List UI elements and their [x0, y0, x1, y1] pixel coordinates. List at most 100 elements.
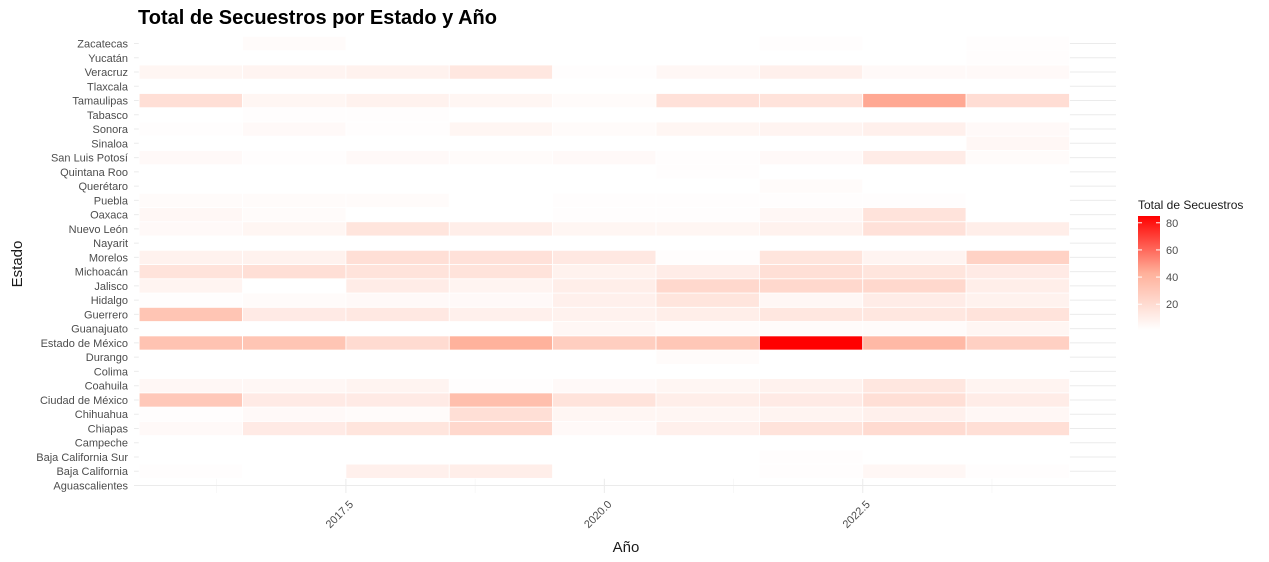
- heatmap-cell: [552, 64, 657, 80]
- heatmap-cell: [862, 420, 967, 436]
- heatmap-cell: [758, 192, 864, 208]
- heatmap-cell: [138, 164, 243, 180]
- heatmap-cell: [655, 50, 760, 66]
- heatmap-cell: [862, 249, 967, 265]
- heatmap-cell: [655, 192, 760, 208]
- heatmap-cell: [655, 235, 760, 251]
- heatmap-cell: [345, 164, 450, 180]
- heatmap-cell: [552, 150, 657, 166]
- heatmap-cell: [345, 463, 450, 479]
- heatmap-cell: [862, 278, 967, 294]
- x-tick-label: 2017.5: [324, 499, 356, 531]
- heatmap-cell: [758, 292, 864, 308]
- heatmap-cell: [448, 435, 554, 451]
- heatmap-cell: [242, 349, 347, 365]
- heatmap-cell: [552, 463, 657, 479]
- heatmap-cell: [138, 363, 243, 379]
- heatmap-cell: [552, 435, 657, 451]
- y-tick-label: Puebla: [94, 195, 129, 207]
- heatmap-cell: [862, 221, 967, 237]
- y-tick-label: Tabasco: [87, 110, 128, 122]
- heatmap-cell: [448, 64, 554, 80]
- heatmap-cell: [242, 64, 347, 80]
- heatmap-cell: [862, 335, 967, 351]
- heatmap-cell: [242, 406, 347, 422]
- heatmap-cell: [965, 249, 1070, 265]
- heatmap-cell: [758, 207, 864, 223]
- heatmap-cell: [965, 207, 1070, 223]
- y-tick-label: Aguascalientes: [53, 481, 128, 493]
- heatmap-cell: [758, 235, 864, 251]
- heatmap-cell: [448, 420, 554, 436]
- heatmap-cell: [655, 221, 760, 237]
- heatmap-cell: [448, 392, 554, 408]
- heatmap-cell: [345, 264, 450, 280]
- heatmap-cell: [448, 249, 554, 265]
- heatmap-cell: [862, 93, 967, 109]
- heatmap-cell: [758, 221, 864, 237]
- heatmap-cell: [138, 107, 243, 123]
- heatmap-cell: [862, 178, 967, 194]
- heatmap-cell: [758, 392, 864, 408]
- heatmap-cell: [448, 178, 554, 194]
- heatmap-cell: [448, 463, 554, 479]
- heatmap-cell: [758, 121, 864, 137]
- heatmap-cell: [448, 50, 554, 66]
- heatmap-cell: [655, 93, 760, 109]
- heatmap-cell: [242, 435, 347, 451]
- y-tick-label: Jalisco: [94, 281, 128, 293]
- heatmap-cell: [655, 349, 760, 365]
- heatmap-cell: [965, 150, 1070, 166]
- y-tick-label: Coahuila: [85, 381, 129, 393]
- heatmap-cell: [758, 321, 864, 337]
- y-tick-label: Sinaloa: [91, 138, 129, 150]
- heatmap-cell: [345, 292, 450, 308]
- heatmap-cell: [448, 264, 554, 280]
- heatmap-cell: [448, 321, 554, 337]
- heatmap-cell: [552, 121, 657, 137]
- heatmap-cell: [345, 363, 450, 379]
- heatmap-cell: [345, 35, 450, 52]
- heatmap-cell: [862, 292, 967, 308]
- x-tick-label: 2022.5: [841, 499, 873, 531]
- heatmap-cell: [655, 335, 760, 351]
- heatmap-cell: [448, 192, 554, 208]
- heatmap-cell: [965, 93, 1070, 109]
- heatmap-cell: [552, 278, 657, 294]
- heatmap-cell: [552, 93, 657, 109]
- y-tick-label: Oaxaca: [90, 210, 129, 222]
- heatmap-cell: [242, 150, 347, 166]
- heatmap-cell: [345, 78, 450, 94]
- heatmap-cell: [965, 264, 1070, 280]
- heatmap-cell: [448, 449, 554, 465]
- heatmap-cell: [138, 35, 243, 52]
- heatmap-cell: [242, 207, 347, 223]
- heatmap-cell: [965, 292, 1070, 308]
- heatmap-cell: [655, 278, 760, 294]
- y-tick-label: Tamaulipas: [72, 96, 128, 108]
- heatmap-cell: [758, 35, 864, 52]
- heatmap-cell: [345, 93, 450, 109]
- heatmap-cell: [862, 121, 967, 137]
- y-tick-label: Yucatán: [88, 53, 128, 65]
- heatmap-cell: [345, 235, 450, 251]
- heatmap-cell: [345, 121, 450, 137]
- heatmap-cell: [758, 306, 864, 322]
- heatmap-cell: [655, 292, 760, 308]
- heatmap-cell: [862, 306, 967, 322]
- heatmap-cell: [552, 135, 657, 151]
- heatmap-cell: [242, 93, 347, 109]
- heatmap-cell: [345, 107, 450, 123]
- heatmap-cell: [655, 363, 760, 379]
- heatmap-cell: [242, 249, 347, 265]
- heatmap-cell: [448, 35, 554, 52]
- y-tick-label: Baja California: [56, 466, 128, 478]
- heatmap-cell: [448, 164, 554, 180]
- heatmap-cell: [242, 121, 347, 137]
- heatmap-cell: [242, 135, 347, 151]
- heatmap-cell: [138, 178, 243, 194]
- heatmap-cell: [242, 178, 347, 194]
- heatmap-cell: [138, 321, 243, 337]
- heatmap-cell: [138, 335, 243, 351]
- y-tick-label: Ciudad de México: [40, 395, 128, 407]
